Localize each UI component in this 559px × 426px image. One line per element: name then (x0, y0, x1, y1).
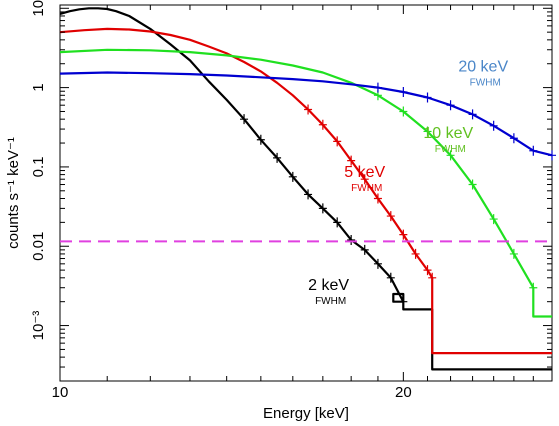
data-point-4-17 (529, 145, 538, 156)
data-point-2-22 (411, 248, 420, 259)
data-point-2-23 (423, 265, 432, 276)
series-line-2 (59, 27, 552, 355)
data-point-1-19 (318, 203, 327, 214)
data-point-1-24 (386, 272, 395, 283)
annotation-label-3: 5 keV (344, 164, 385, 181)
data-point-2-17 (347, 155, 356, 166)
data-point-2-14 (304, 104, 313, 115)
data-point-3-12 (423, 126, 432, 137)
series-line-4 (59, 71, 553, 157)
data-point-4-18 (548, 150, 556, 161)
data-point-3-16 (509, 248, 518, 259)
data-point-1-25 (399, 296, 408, 307)
data-point-2-21 (399, 229, 408, 240)
annotations-layer: 20 keV FWHM 10 keV FWHM 5 keV FWHM 2 keV FWHM (308, 58, 508, 307)
data-point-2-19 (373, 193, 382, 204)
y-tick-label-5: 10⁻³ (30, 311, 47, 341)
annotation-sublabel-3: FWHM (351, 183, 382, 194)
y-tick-label-1: 10 (30, 0, 47, 17)
data-point-1-16 (273, 152, 282, 163)
data-point-3-14 (468, 179, 477, 190)
data-point-4-15 (489, 120, 498, 131)
data-point-1-20 (333, 217, 342, 228)
x-axis-title: Energy [keV] (263, 405, 349, 422)
data-point-1-23 (373, 258, 382, 269)
x-tick-label-1: 10 (52, 384, 69, 401)
data-point-4-14 (468, 109, 477, 120)
y-axis-title: counts s⁻¹ keV⁻¹ (5, 137, 22, 249)
data-point-1-18 (304, 189, 313, 200)
data-point-4-13 (446, 100, 455, 111)
data-point-3-15 (489, 214, 498, 225)
data-point-4-11 (399, 87, 408, 98)
annotation-label-1: 20 keV (458, 58, 508, 75)
x-tick-label-2: 20 (395, 384, 412, 401)
data-point-2-15 (318, 119, 327, 130)
ticks-layer: 10 1 0.1 0.01 10⁻³ 10 20 (30, 0, 552, 401)
data-point-1-15 (256, 134, 265, 145)
data-point-4-16 (509, 133, 518, 144)
data-point-2-24 (428, 272, 437, 283)
annotation-sublabel-1: FWHM (470, 77, 501, 88)
data-point-1-17 (288, 171, 297, 182)
series-line-3 (59, 48, 552, 318)
data-point-3-17 (529, 282, 538, 293)
annotation-sublabel-2: FWHM (435, 144, 466, 155)
data-point-3-11 (399, 106, 408, 117)
annotation-label-2: 10 keV (423, 125, 473, 142)
data-point-1-21 (347, 234, 356, 245)
data-point-4-12 (423, 92, 432, 103)
annotation-label-4: 2 keV (308, 277, 349, 294)
series-line-1 (59, 7, 552, 371)
y-tick-label-2: 1 (30, 83, 47, 91)
data-point-3-13 (446, 150, 455, 161)
data-point-2-18 (360, 174, 369, 185)
data-point-1-22 (360, 244, 369, 255)
data-point-2-20 (386, 211, 395, 222)
data-point-1-14 (240, 114, 249, 125)
plot-frame (59, 4, 553, 382)
y-tick-label-4: 0.01 (30, 232, 47, 261)
plot-area: 10 1 0.1 0.01 10⁻³ 10 20 20 keV FWHM 10 keV FWHM 5… (30, 0, 556, 401)
y-tick-label-3: 0.1 (30, 156, 47, 177)
annotation-sublabel-4: FWHM (315, 296, 346, 307)
series-layer (59, 7, 556, 371)
data-point-2-16 (333, 136, 342, 147)
data-point-4-10 (373, 82, 382, 93)
